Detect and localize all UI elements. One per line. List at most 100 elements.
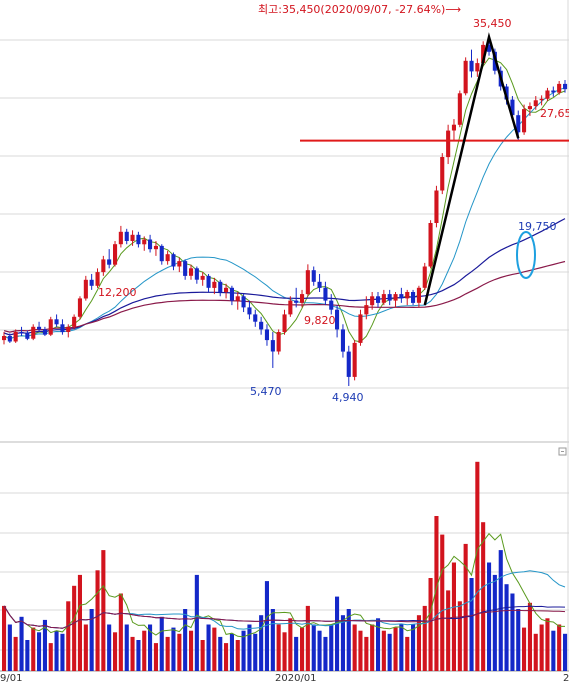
candle-body xyxy=(300,294,305,303)
volume-bar xyxy=(142,630,147,671)
candle-body xyxy=(177,261,182,267)
candle-body xyxy=(329,300,334,310)
volume-bar xyxy=(434,516,439,671)
volume-bar xyxy=(60,633,65,671)
ma-120-line xyxy=(3,260,566,333)
volume-bar xyxy=(305,605,310,671)
candle-body xyxy=(113,244,118,265)
price-label: 19,750 xyxy=(518,220,557,233)
volume-bar xyxy=(522,627,527,671)
candle-body xyxy=(376,296,381,303)
volume-bar xyxy=(428,578,433,671)
candle-body xyxy=(510,99,515,116)
volume-bar xyxy=(171,627,176,671)
volume-bar xyxy=(364,636,369,671)
candle-body xyxy=(311,270,316,282)
volume-ma-5-line xyxy=(3,532,565,638)
candle-body xyxy=(422,266,427,288)
volume-ma-120-line xyxy=(3,605,566,629)
volume-bar xyxy=(194,574,199,671)
candle-body xyxy=(487,44,492,52)
ma-5-line xyxy=(3,57,566,343)
candle-body xyxy=(224,287,229,292)
candle-body xyxy=(148,239,153,250)
volume-bar xyxy=(516,609,521,671)
candle-body xyxy=(19,332,24,334)
volume-bar xyxy=(107,624,112,671)
candle-body xyxy=(259,321,264,330)
candle-body xyxy=(183,261,188,276)
candle-body xyxy=(89,279,94,286)
volume-ma-60-line xyxy=(3,605,566,629)
candle-body xyxy=(194,268,199,280)
candle-body xyxy=(270,340,275,352)
volume-bar xyxy=(446,590,451,671)
volume-bar xyxy=(469,578,474,671)
volume-bar xyxy=(294,636,299,671)
candle-body xyxy=(107,259,112,265)
candle-body xyxy=(247,307,252,315)
ma-60-line xyxy=(3,218,566,336)
volume-bar xyxy=(551,630,556,671)
candle-body xyxy=(212,281,217,288)
volume-bar xyxy=(77,574,82,671)
volume-bar xyxy=(19,616,24,672)
candle-body xyxy=(446,130,451,158)
candle-body xyxy=(335,309,340,330)
volume-bar xyxy=(487,562,492,671)
volume-bar xyxy=(25,640,30,671)
volume-bar xyxy=(229,633,234,671)
candle-body xyxy=(118,231,123,245)
volume-bar xyxy=(270,609,275,671)
candle-body xyxy=(352,342,357,377)
candle-body xyxy=(7,336,12,342)
volume-bar xyxy=(422,605,427,671)
candle-body xyxy=(545,90,550,99)
candle-body xyxy=(305,270,310,295)
volume-bar xyxy=(224,643,229,671)
x-tick-label: 2020/01 xyxy=(275,673,317,684)
candle-body xyxy=(405,292,410,299)
volume-bar xyxy=(340,615,345,671)
volume-bar xyxy=(241,630,246,671)
candle-body xyxy=(165,254,170,262)
volume-bar xyxy=(329,624,334,671)
candle-body xyxy=(159,245,164,262)
candle-body xyxy=(241,296,246,308)
volume-bar xyxy=(463,543,468,671)
volume-bar xyxy=(113,632,118,672)
volume-bar xyxy=(37,632,42,672)
volume-bar xyxy=(317,630,322,671)
volume-bar xyxy=(66,601,71,672)
volume-bar xyxy=(118,593,123,671)
candle-body xyxy=(229,287,234,301)
candle-body xyxy=(387,294,392,301)
volume-bar xyxy=(83,624,88,671)
candle-body xyxy=(370,296,375,306)
candle-body xyxy=(381,294,386,303)
volume-bar xyxy=(346,609,351,671)
volume-bar xyxy=(370,624,375,671)
candle-body xyxy=(206,275,211,288)
candle-body xyxy=(200,275,205,280)
candle-body xyxy=(282,314,287,332)
candle-body xyxy=(276,332,281,352)
candle-body xyxy=(563,83,568,90)
volume-bar xyxy=(259,615,264,671)
candle-body xyxy=(475,63,480,72)
volume-bar xyxy=(387,633,392,671)
candle-body xyxy=(399,294,404,299)
price-label: 9,820 xyxy=(304,314,336,327)
candle-body xyxy=(2,336,7,341)
candle-body xyxy=(42,329,47,335)
annotation-overlays xyxy=(300,32,569,306)
candle-body xyxy=(522,109,527,133)
volume-bar xyxy=(416,615,421,671)
volume-bar xyxy=(492,574,497,671)
candlestick-series xyxy=(2,37,568,386)
candle-body xyxy=(463,60,468,94)
price-label: 35,450 xyxy=(473,17,512,30)
candle-body xyxy=(527,106,532,110)
volume-bar xyxy=(89,609,94,671)
